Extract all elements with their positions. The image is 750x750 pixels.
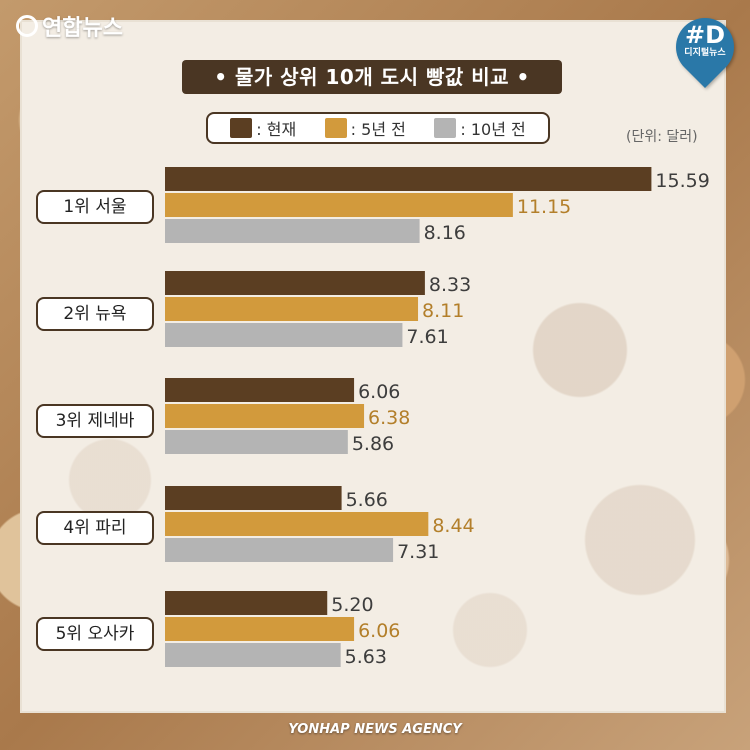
data-label-10y-5: 5.63 [345, 646, 387, 668]
bar-10y-4 [165, 538, 394, 562]
bar-5y-2 [165, 297, 419, 321]
legend-label-current: : 현재 [256, 120, 297, 139]
data-label-current-5: 5.20 [331, 594, 373, 616]
legend-label-10y: : 10년 전 [460, 120, 526, 139]
bar-current-5 [165, 591, 328, 615]
yonhap-logo: 연합뉴스 [16, 10, 123, 42]
bar-5y-3 [165, 404, 365, 428]
badge-subtext: 디지털뉴스 [684, 48, 726, 58]
bar-10y-3 [165, 430, 348, 454]
legend-label-5y: : 5년 전 [350, 120, 406, 139]
unit-label: (단위: 달러) [626, 129, 698, 145]
bar-10y-1 [165, 219, 420, 243]
logo-text: 연합뉴스 [42, 16, 123, 41]
data-label-current-2: 8.33 [429, 274, 471, 296]
data-label-10y-1: 8.16 [424, 222, 466, 244]
bar-current-1 [165, 167, 652, 191]
legend-item-current: : 현재 [230, 116, 296, 140]
category-label-2: 2위 뉴욕 [36, 297, 154, 331]
bar-5y-1 [165, 193, 513, 217]
data-label-5y-5: 6.06 [358, 620, 400, 642]
legend-item-10y: : 10년 전 [434, 116, 526, 140]
data-label-10y-4: 7.31 [397, 541, 439, 563]
legend-swatch-5y [324, 118, 347, 138]
badge-text: #D [684, 21, 726, 49]
bar-current-3 [165, 378, 355, 402]
data-label-10y-3: 5.86 [352, 433, 394, 455]
yonhap-logo-icon [16, 15, 38, 37]
data-label-5y-3: 6.38 [368, 407, 410, 429]
footer-agency: YONHAP NEWS AGENCY [288, 722, 462, 737]
chart-title: • 물가 상위 10개 도시 빵값 비교 • [182, 60, 562, 94]
category-label-5: 5위 오사카 [36, 617, 154, 651]
bar-10y-5 [165, 643, 341, 667]
data-label-10y-2: 7.61 [406, 326, 448, 348]
bar-10y-2 [165, 323, 403, 347]
data-label-5y-1: 11.15 [517, 196, 571, 218]
bar-current-2 [165, 271, 425, 295]
data-label-current-4: 5.66 [346, 489, 388, 511]
data-label-5y-4: 8.44 [432, 515, 474, 537]
category-label-4: 4위 파리 [36, 511, 154, 545]
bar-current-4 [165, 486, 342, 510]
legend-swatch-10y [434, 118, 457, 138]
bar-5y-5 [165, 617, 355, 641]
digital-news-badge: #D 디지털뉴스 [676, 22, 734, 58]
chart-legend: : 현재 : 5년 전 : 10년 전 [206, 112, 550, 144]
category-label-1: 1위 서울 [36, 190, 154, 224]
category-label-3: 3위 제네바 [36, 404, 154, 438]
legend-swatch-current [230, 118, 253, 138]
data-label-5y-2: 8.11 [422, 300, 464, 322]
data-label-current-1: 15.59 [655, 170, 709, 192]
legend-item-5y: : 5년 전 [324, 116, 406, 140]
bar-5y-4 [165, 512, 429, 536]
data-label-current-3: 6.06 [358, 381, 400, 403]
